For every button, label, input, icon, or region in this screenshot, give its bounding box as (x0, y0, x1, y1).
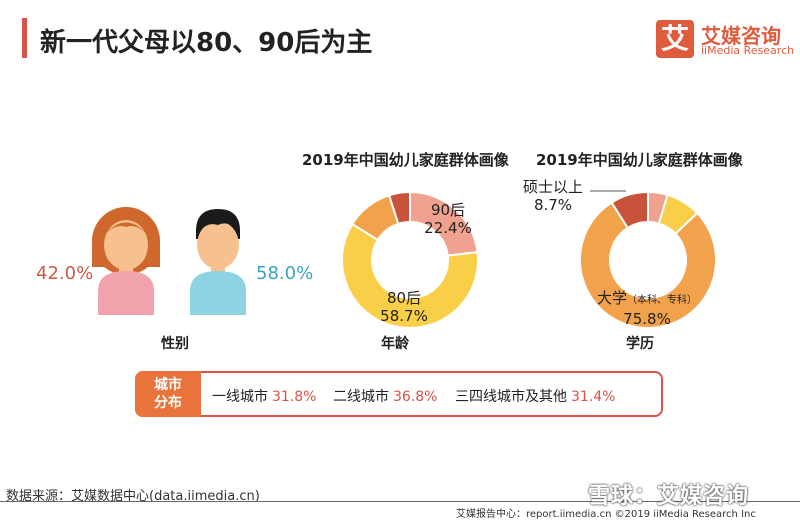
age-90s-label: 90后 22.4% (418, 201, 478, 237)
education-donut-chart (579, 190, 717, 329)
footer-credit: 艾媒报告中心：report.iimedia.cn ©2019 iiMedia R… (456, 509, 756, 520)
page-title: 新一代父母以80、90后为主 (40, 28, 373, 58)
edu-college-note: （本科、专科） (627, 295, 697, 306)
edu-chart-title: 2019年中国幼儿家庭群体画像 (536, 151, 743, 169)
male-icon (190, 209, 246, 315)
female-icon (92, 207, 160, 315)
city-distribution-tag: 城市分布 (135, 371, 201, 417)
age-80s-category: 80后 (386, 289, 422, 307)
city-item-label: 三四线城市及其他 (455, 389, 567, 405)
edu-slice-2 (579, 201, 717, 329)
city-item-value: 36.8% (393, 389, 438, 405)
age-caption: 年龄 (381, 336, 409, 352)
age-slice-1 (341, 222, 479, 329)
brand-name-en: iiMedia Research (701, 44, 795, 57)
footer-divider (0, 501, 800, 502)
city-item-tier3: 三四线城市及其他 31.4% (455, 386, 615, 406)
data-source: 数据来源：艾媒数据中心(data.iimedia.cn) (6, 489, 260, 504)
age-chart-title: 2019年中国幼儿家庭群体画像 (302, 151, 509, 169)
masters-leader-line (590, 190, 626, 192)
watermark: 雪球：艾媒咨询 (588, 484, 750, 509)
male-percentage: 58.0% (256, 263, 314, 284)
city-item-tier2: 二线城市 36.8% (333, 386, 437, 406)
edu-masters-category: 硕士以上 (522, 178, 583, 196)
gender-caption: 性别 (161, 336, 189, 352)
city-item-value: 31.4% (571, 389, 616, 405)
brand-name: 艾媒咨询 (701, 24, 781, 48)
edu-masters-value: 8.7% (533, 196, 573, 214)
age-donut-chart (341, 190, 479, 329)
city-item-label: 二线城市 (333, 389, 389, 405)
age-90s-value: 22.4% (424, 219, 472, 237)
city-item-label: 一线城市 (212, 389, 268, 405)
edu-college-category: 大学 (596, 289, 627, 307)
age-90s-category: 90后 (430, 201, 466, 219)
edu-college-label: 大学（本科、专科） 75.8% (577, 289, 717, 328)
city-item-value: 31.8% (272, 389, 317, 405)
age-80s-label: 80后 58.7% (374, 289, 434, 325)
edu-slice-3 (610, 190, 649, 230)
edu-caption: 学历 (626, 336, 654, 352)
edu-masters-label: 硕士以上 8.7% (518, 178, 588, 214)
city-tag-text: 城市分布 (154, 377, 182, 411)
brand-logo-icon: 艾 (656, 20, 694, 58)
age-slice-3 (387, 190, 411, 226)
title-accent-bar (22, 18, 27, 58)
city-distribution-box (135, 371, 663, 417)
age-80s-value: 58.7% (380, 307, 428, 325)
female-percentage: 42.0% (36, 263, 94, 284)
city-item-tier1: 一线城市 31.8% (212, 386, 316, 406)
edu-college-value: 75.8% (623, 310, 671, 328)
